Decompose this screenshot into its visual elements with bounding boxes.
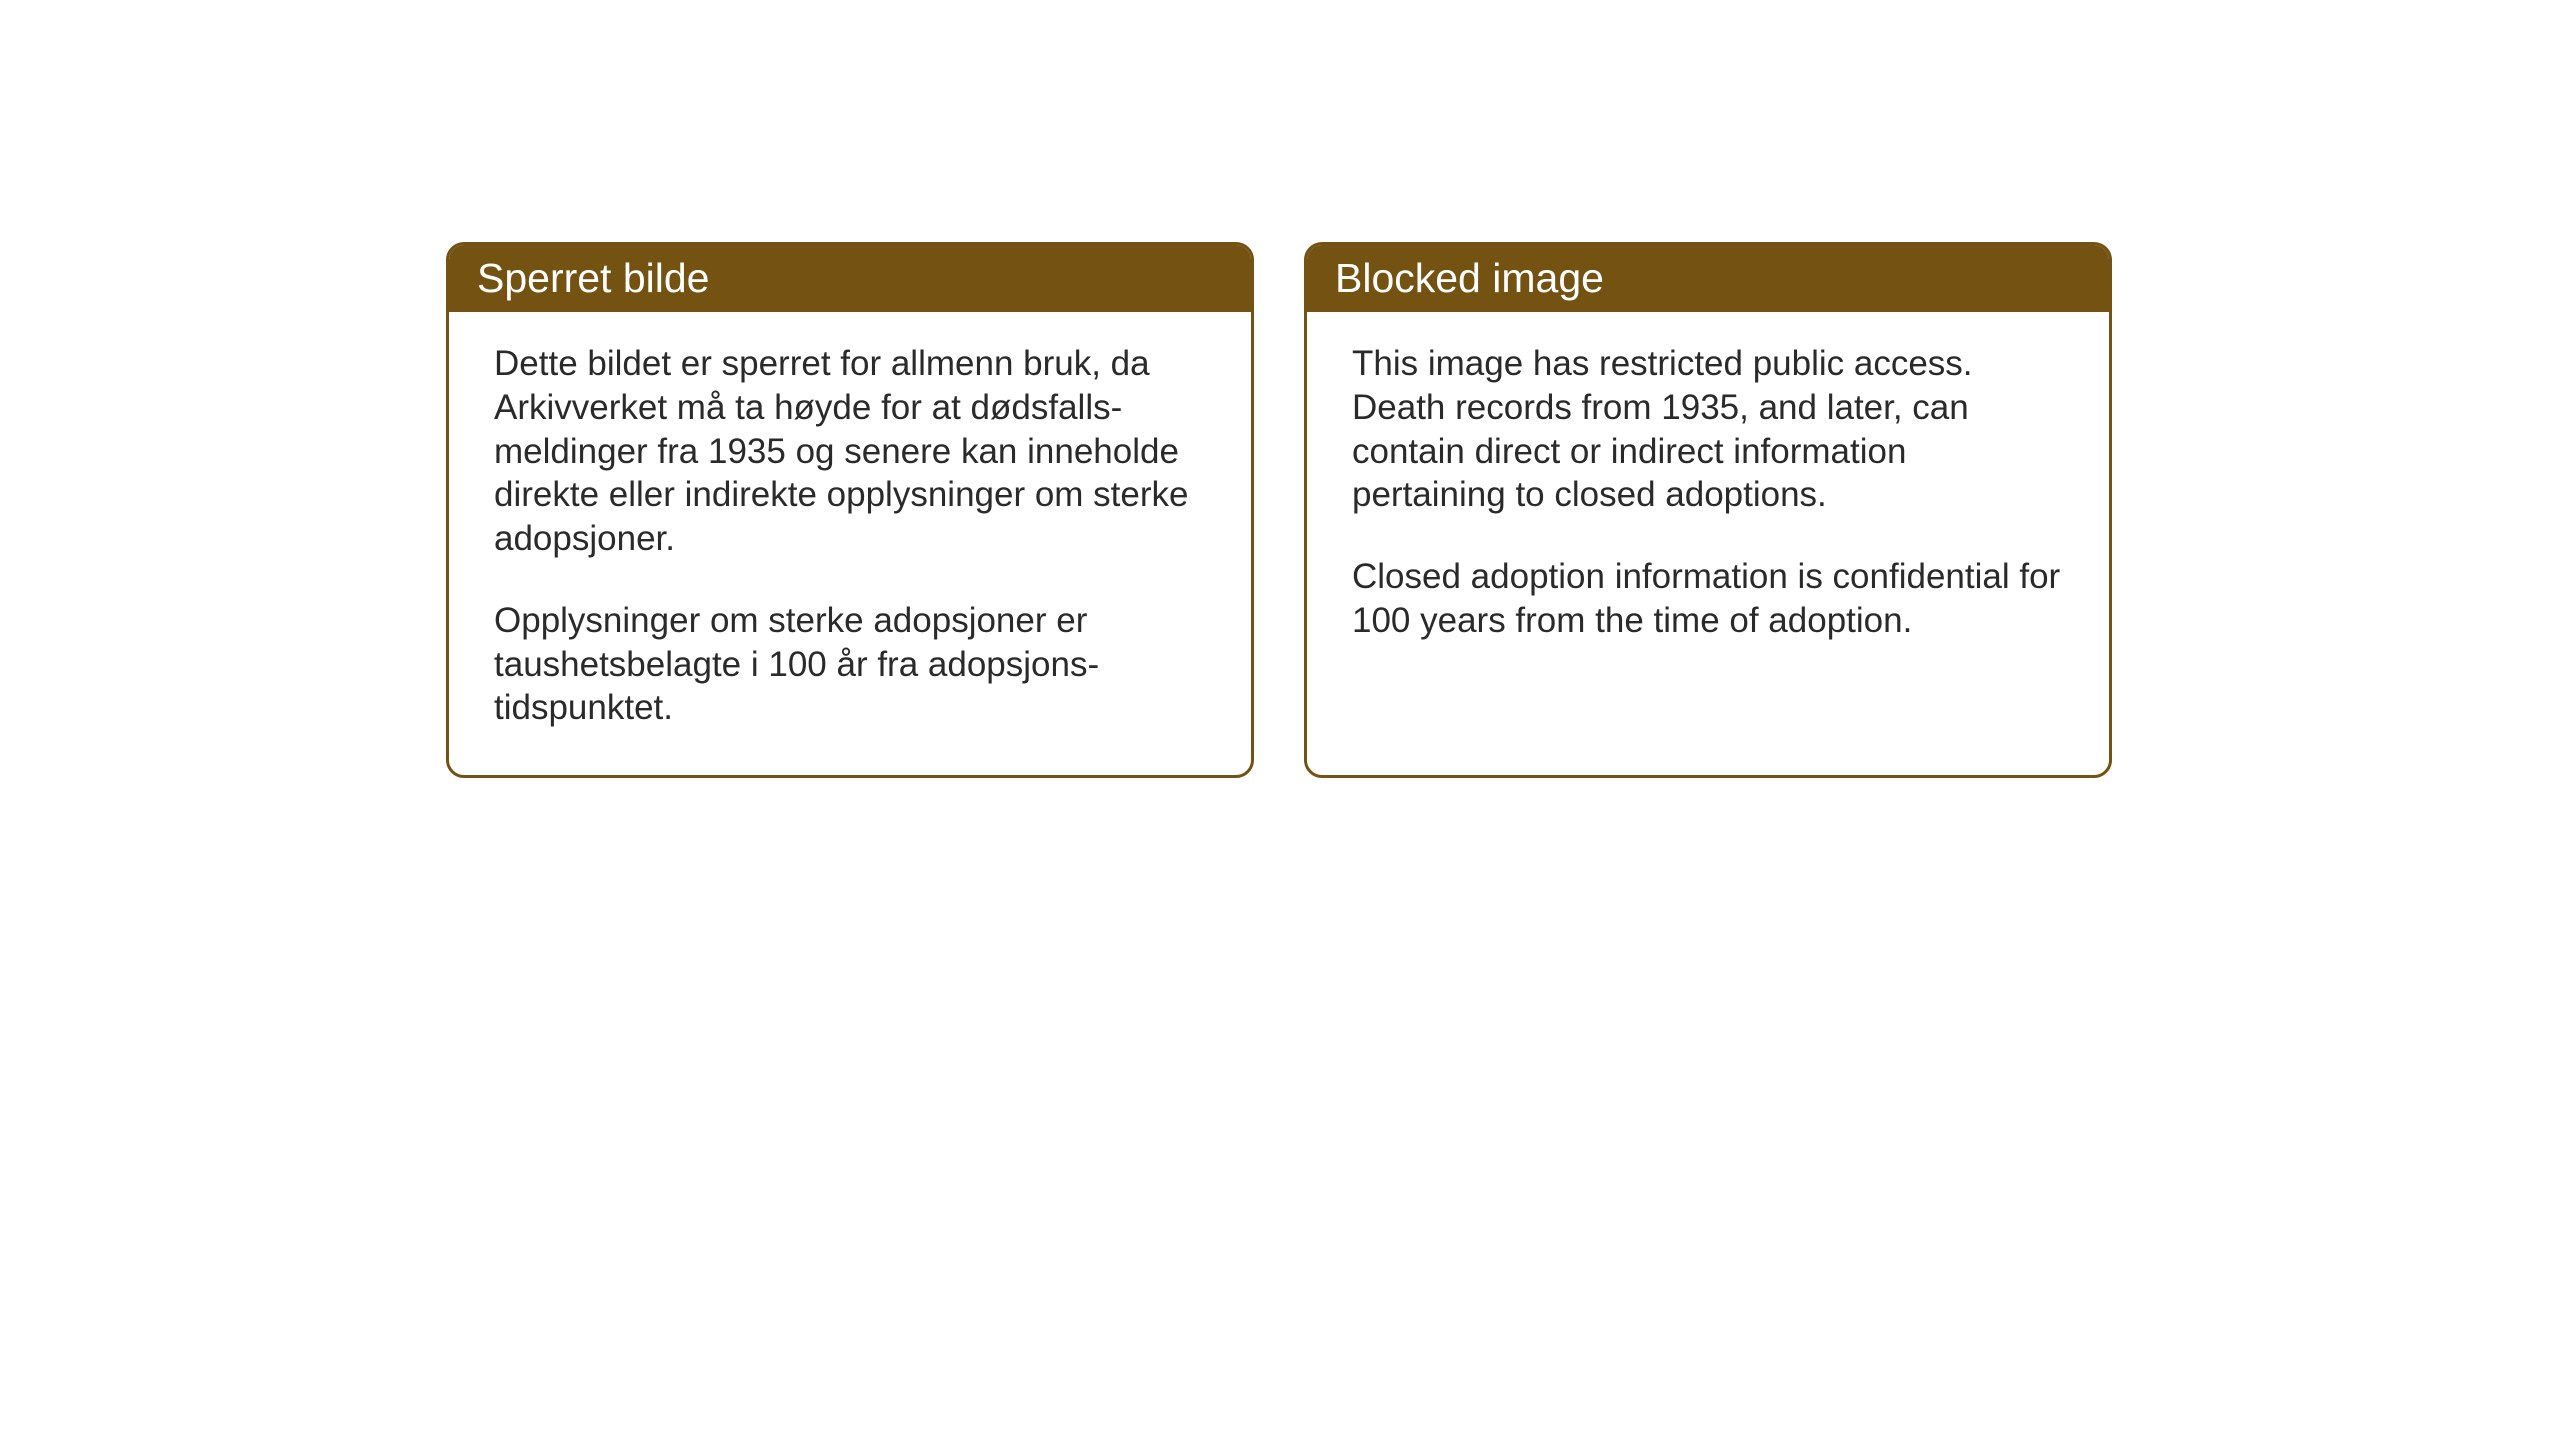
card-norwegian: Sperret bilde Dette bildet er sperret fo… [446, 242, 1254, 778]
card-header-english: Blocked image [1307, 245, 2109, 312]
card-paragraph1-english: This image has restricted public access.… [1352, 342, 2064, 517]
card-title-norwegian: Sperret bilde [477, 255, 709, 301]
card-paragraph2-english: Closed adoption information is confident… [1352, 555, 2064, 643]
card-paragraph1-norwegian: Dette bildet er sperret for allmenn bruk… [494, 342, 1206, 561]
card-english: Blocked image This image has restricted … [1304, 242, 2112, 778]
card-body-norwegian: Dette bildet er sperret for allmenn bruk… [449, 312, 1251, 775]
card-body-english: This image has restricted public access.… [1307, 312, 2109, 688]
cards-container: Sperret bilde Dette bildet er sperret fo… [446, 242, 2112, 778]
card-header-norwegian: Sperret bilde [449, 245, 1251, 312]
card-paragraph2-norwegian: Opplysninger om sterke adopsjoner er tau… [494, 599, 1206, 730]
card-title-english: Blocked image [1335, 255, 1604, 301]
